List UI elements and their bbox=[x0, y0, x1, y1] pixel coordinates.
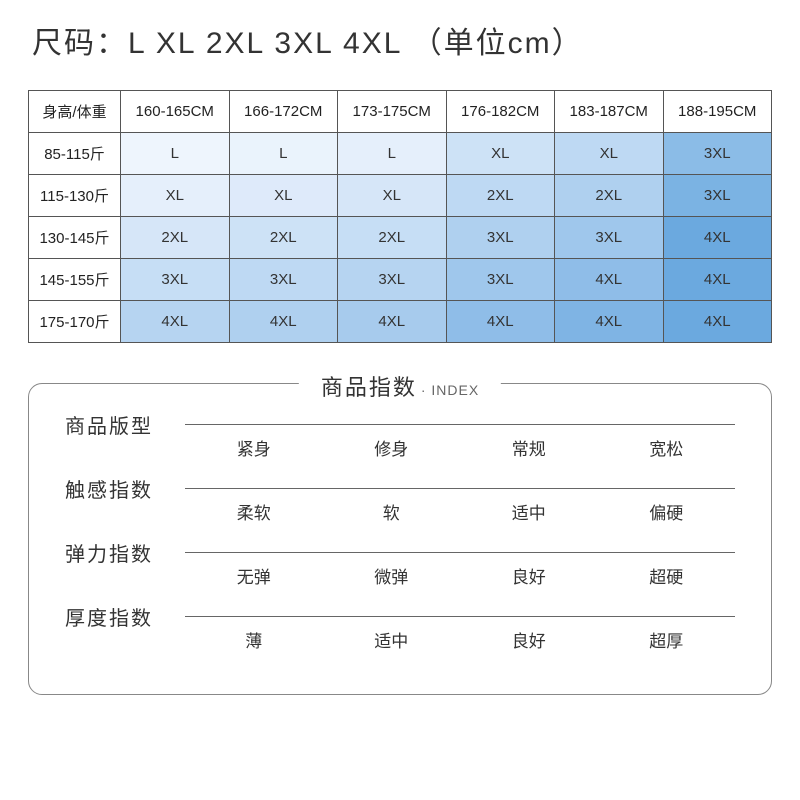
size-cell: XL bbox=[446, 133, 555, 175]
index-title-cn: 商品指数 bbox=[321, 370, 417, 402]
index-option: 超厚 bbox=[598, 627, 736, 652]
size-table-row: 130-145斤2XL2XL2XL3XL3XL4XL bbox=[29, 217, 772, 259]
size-cell: 3XL bbox=[446, 259, 555, 301]
size-cell: 3XL bbox=[663, 133, 772, 175]
index-option: 适中 bbox=[460, 499, 598, 524]
size-cell: 2XL bbox=[121, 217, 230, 259]
index-row-content: 紧身修身常规宽松 bbox=[185, 410, 735, 474]
size-cell: 4XL bbox=[555, 259, 664, 301]
size-cell: 3XL bbox=[555, 217, 664, 259]
index-option: 薄 bbox=[185, 627, 323, 652]
size-col-header: 166-172CM bbox=[229, 91, 338, 133]
size-col-header: 160-165CM bbox=[121, 91, 230, 133]
size-col-header: 183-187CM bbox=[555, 91, 664, 133]
index-option: 良好 bbox=[460, 627, 598, 652]
index-option: 微弹 bbox=[323, 563, 461, 588]
index-title-en: · INDEX bbox=[421, 382, 479, 398]
index-option: 偏硬 bbox=[598, 499, 736, 524]
size-cell: 4XL bbox=[663, 217, 772, 259]
size-cell: 3XL bbox=[229, 259, 338, 301]
size-row-label: 145-155斤 bbox=[29, 259, 121, 301]
size-row-label: 85-115斤 bbox=[29, 133, 121, 175]
size-cell: 4XL bbox=[338, 301, 447, 343]
index-row-content: 薄适中良好超厚 bbox=[185, 602, 735, 666]
index-option: 紧身 bbox=[185, 435, 323, 460]
page-title: 尺码：L XL 2XL 3XL 4XL （单位cm） bbox=[32, 18, 772, 62]
size-table-corner: 身高/体重 bbox=[29, 91, 121, 133]
size-cell: XL bbox=[229, 175, 338, 217]
index-title: 商品指数 · INDEX bbox=[299, 370, 501, 402]
size-table-row: 145-155斤3XL3XL3XL3XL4XL4XL bbox=[29, 259, 772, 301]
index-row: 厚度指数薄适中良好超厚 bbox=[65, 602, 735, 666]
index-row-label: 商品版型 bbox=[65, 410, 185, 438]
size-cell: 2XL bbox=[229, 217, 338, 259]
index-row-content: 无弹微弹良好超硬 bbox=[185, 538, 735, 602]
size-cell: 2XL bbox=[555, 175, 664, 217]
size-cell: 4XL bbox=[121, 301, 230, 343]
size-cell: 4XL bbox=[446, 301, 555, 343]
size-cell: XL bbox=[121, 175, 230, 217]
size-cell: 4XL bbox=[229, 301, 338, 343]
index-row-label: 弹力指数 bbox=[65, 538, 185, 566]
size-cell: 2XL bbox=[338, 217, 447, 259]
size-col-header: 173-175CM bbox=[338, 91, 447, 133]
index-section: 商品指数 · INDEX 商品版型紧身修身常规宽松触感指数柔软软适中偏硬弹力指数… bbox=[28, 383, 772, 695]
index-row: 触感指数柔软软适中偏硬 bbox=[65, 474, 735, 538]
index-option: 超硬 bbox=[598, 563, 736, 588]
size-table-row: 85-115斤LLLXLXL3XL bbox=[29, 133, 772, 175]
index-option: 宽松 bbox=[598, 435, 736, 460]
size-cell: 4XL bbox=[663, 259, 772, 301]
index-options: 柔软软适中偏硬 bbox=[185, 489, 735, 538]
index-option: 适中 bbox=[323, 627, 461, 652]
size-cell: 3XL bbox=[663, 175, 772, 217]
size-cell: 4XL bbox=[663, 301, 772, 343]
size-row-label: 175-170斤 bbox=[29, 301, 121, 343]
size-col-header: 176-182CM bbox=[446, 91, 555, 133]
index-row-content: 柔软软适中偏硬 bbox=[185, 474, 735, 538]
index-option: 常规 bbox=[460, 435, 598, 460]
size-cell: 3XL bbox=[338, 259, 447, 301]
index-options: 薄适中良好超厚 bbox=[185, 617, 735, 666]
size-cell: 3XL bbox=[446, 217, 555, 259]
index-option: 无弹 bbox=[185, 563, 323, 588]
size-cell: XL bbox=[555, 133, 664, 175]
index-option: 修身 bbox=[323, 435, 461, 460]
size-row-label: 130-145斤 bbox=[29, 217, 121, 259]
index-options: 无弹微弹良好超硬 bbox=[185, 553, 735, 602]
size-cell: 2XL bbox=[446, 175, 555, 217]
index-option: 软 bbox=[323, 499, 461, 524]
size-table: 身高/体重 160-165CM 166-172CM 173-175CM 176-… bbox=[28, 90, 772, 343]
size-col-header: 188-195CM bbox=[663, 91, 772, 133]
index-option: 柔软 bbox=[185, 499, 323, 524]
size-row-label: 115-130斤 bbox=[29, 175, 121, 217]
index-options: 紧身修身常规宽松 bbox=[185, 425, 735, 474]
index-option: 良好 bbox=[460, 563, 598, 588]
size-table-row: 175-170斤4XL4XL4XL4XL4XL4XL bbox=[29, 301, 772, 343]
size-cell: L bbox=[229, 133, 338, 175]
index-row-label: 触感指数 bbox=[65, 474, 185, 502]
size-cell: L bbox=[121, 133, 230, 175]
size-cell: L bbox=[338, 133, 447, 175]
size-table-row: 115-130斤XLXLXL2XL2XL3XL bbox=[29, 175, 772, 217]
index-row: 商品版型紧身修身常规宽松 bbox=[65, 410, 735, 474]
index-row: 弹力指数无弹微弹良好超硬 bbox=[65, 538, 735, 602]
size-table-header-row: 身高/体重 160-165CM 166-172CM 173-175CM 176-… bbox=[29, 91, 772, 133]
size-cell: XL bbox=[338, 175, 447, 217]
size-cell: 3XL bbox=[121, 259, 230, 301]
size-cell: 4XL bbox=[555, 301, 664, 343]
index-row-label: 厚度指数 bbox=[65, 602, 185, 630]
